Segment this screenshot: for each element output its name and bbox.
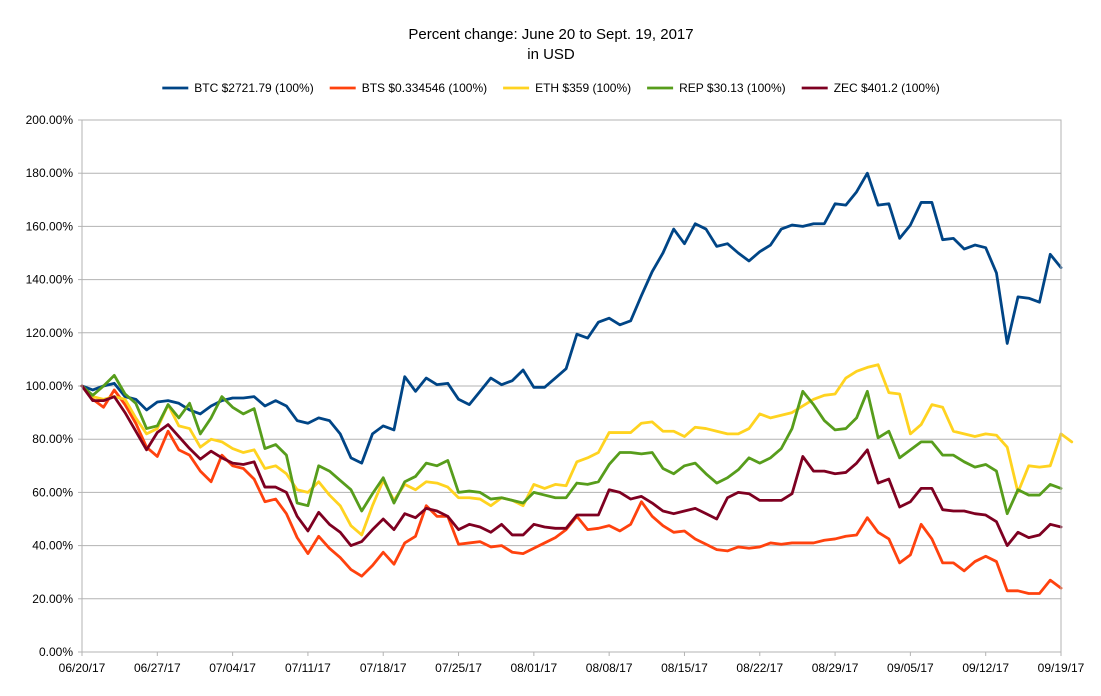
legend-label: REP $30.13 (100%) xyxy=(679,81,786,95)
x-tick-label: 08/29/17 xyxy=(812,661,859,675)
y-tick-label: 20.00% xyxy=(32,592,73,606)
x-tick-label: 07/25/17 xyxy=(435,661,482,675)
y-tick-label: 120.00% xyxy=(26,326,74,340)
chart-gridlines xyxy=(82,119,1061,653)
plot-area-border xyxy=(81,119,1062,653)
x-tick-label: 08/15/17 xyxy=(661,661,708,675)
series-line-btc xyxy=(80,171,1063,465)
x-tick-label: 08/01/17 xyxy=(510,661,557,675)
chart-legend: BTC $2721.79 (100%) BTS $0.334546 (100%) E… xyxy=(162,81,940,95)
x-tick-label: 08/08/17 xyxy=(586,661,633,675)
y-tick-label: 100.00% xyxy=(26,379,74,393)
y-tick-label: 40.00% xyxy=(32,539,73,553)
x-axis: 06/20/17 06/27/17 07/04/17 07/11/17 07/18/17… xyxy=(59,652,1085,675)
series-line-zec xyxy=(80,384,1063,547)
legend-label: BTS $0.334546 (100%) xyxy=(362,81,487,95)
chart-title: Percent change: June 20 to Sept. 19, 201… xyxy=(408,26,693,43)
y-axis: 0.00% 20.00% 40.00% 60.00% 80.00% 100.00% 120.… xyxy=(26,113,82,659)
series-line-rep xyxy=(80,373,1063,516)
x-tick-label: 07/04/17 xyxy=(209,661,256,675)
legend-item: ETH $359 (100%) xyxy=(503,81,631,95)
y-tick-label: 0.00% xyxy=(39,645,73,659)
x-tick-label: 09/19/17 xyxy=(1038,661,1085,675)
legend-item: BTC $2721.79 (100%) xyxy=(162,81,314,95)
legend-label: ETH $359 (100%) xyxy=(535,81,631,95)
x-tick-label: 06/27/17 xyxy=(134,661,181,675)
x-tick-label: 07/11/17 xyxy=(285,661,331,675)
legend-item: BTS $0.334546 (100%) xyxy=(329,81,487,95)
legend-label: ZEC $401.2 (100%) xyxy=(834,81,940,95)
x-tick-label: 07/18/17 xyxy=(360,661,407,675)
y-tick-label: 160.00% xyxy=(26,219,74,233)
y-tick-label: 200.00% xyxy=(26,113,74,127)
y-tick-label: 140.00% xyxy=(26,273,74,287)
legend-item: ZEC $401.2 (100%) xyxy=(801,81,940,95)
y-tick-label: 80.00% xyxy=(32,432,73,446)
chart-series xyxy=(80,171,1074,595)
x-tick-label: 06/20/17 xyxy=(59,661,106,675)
y-tick-label: 60.00% xyxy=(32,485,73,499)
y-tick-label: 180.00% xyxy=(26,166,74,180)
chart-subtitle: in USD xyxy=(527,46,575,63)
x-tick-label: 08/22/17 xyxy=(736,661,783,675)
series-line-eth xyxy=(80,363,1074,537)
legend-item: REP $30.13 (100%) xyxy=(647,81,786,95)
x-tick-label: 09/05/17 xyxy=(887,661,934,675)
legend-label: BTC $2721.79 (100%) xyxy=(194,81,313,95)
x-tick-label: 09/12/17 xyxy=(962,661,1009,675)
